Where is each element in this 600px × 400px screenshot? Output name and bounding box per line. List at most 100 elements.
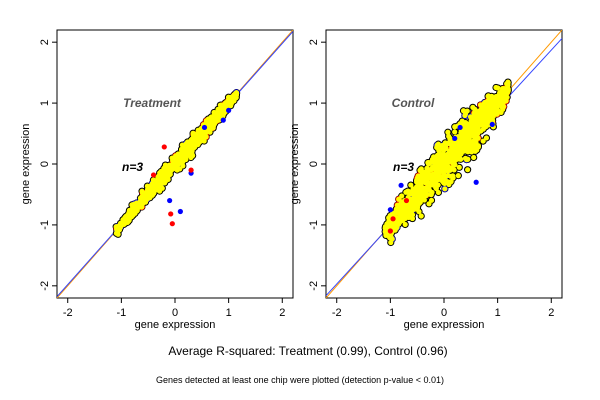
data-point [433, 184, 439, 191]
x-axis-label: gene expression [404, 319, 485, 331]
y-tick-label: -1 [39, 220, 51, 230]
y-tick-label: -1 [308, 220, 320, 230]
y-tick-label: 1 [39, 100, 51, 106]
y-tick-label: 0 [308, 161, 320, 167]
y-axis-label: gene expression [20, 124, 32, 205]
r-squared-caption: Average R-squared: Treatment (0.99), Con… [168, 344, 447, 358]
data-point [468, 141, 474, 147]
data-point [475, 143, 481, 149]
data-point [408, 214, 414, 220]
data-point [231, 92, 237, 98]
data-point [150, 191, 156, 197]
data-point [188, 143, 194, 149]
panel-title: Treatment [123, 96, 182, 110]
data-point [430, 164, 436, 170]
data-point [413, 177, 420, 184]
data-point [447, 153, 454, 159]
data-point [418, 166, 424, 172]
data-point [493, 84, 499, 91]
data-point [440, 168, 446, 174]
data-point [186, 146, 192, 153]
data-point [229, 97, 235, 103]
outlier-point-blue [226, 107, 232, 113]
data-point [146, 194, 153, 200]
outlier-point-red [390, 216, 396, 222]
x-tick-label: 0 [172, 307, 178, 319]
outlier-point-red [188, 167, 194, 173]
x-tick-label: 1 [495, 307, 501, 319]
y-tick-label: 2 [308, 39, 320, 45]
data-point [122, 215, 128, 221]
x-tick-label: -2 [63, 307, 73, 319]
data-point [201, 138, 207, 144]
data-point [174, 167, 180, 173]
x-tick-label: -2 [332, 307, 342, 319]
data-point [162, 174, 168, 180]
data-point [190, 130, 196, 136]
data-point [429, 172, 435, 179]
data-point [435, 162, 441, 168]
data-point [218, 113, 224, 119]
data-point [475, 127, 481, 133]
data-point [447, 135, 453, 141]
data-point [403, 212, 409, 218]
outlier-point-red [403, 197, 410, 204]
data-point [430, 159, 437, 165]
data-point [402, 206, 408, 213]
data-point [493, 111, 499, 117]
data-point [194, 137, 201, 143]
outlier-point-blue [457, 124, 463, 131]
outlier-point-red [168, 211, 174, 217]
outlier-point-blue [167, 197, 173, 204]
outlier-point-red [150, 172, 157, 178]
data-point [225, 98, 231, 104]
data-point [498, 91, 504, 97]
x-tick-label: -1 [385, 307, 395, 319]
data-point [471, 154, 477, 161]
data-point [465, 156, 471, 162]
data-point [483, 135, 490, 141]
outlier-point-red [169, 221, 175, 227]
data-point [151, 186, 158, 192]
y-axis-label: gene expression [289, 124, 301, 205]
data-point [436, 154, 442, 160]
data-point [438, 143, 444, 150]
outlier-point-blue [473, 179, 479, 185]
data-point [471, 119, 477, 125]
data-point [483, 113, 489, 119]
data-point [406, 201, 413, 208]
data-point [419, 174, 426, 180]
data-point [465, 124, 471, 130]
data-point [467, 114, 474, 120]
data-point [455, 173, 461, 179]
data-point [490, 98, 496, 104]
data-point [438, 174, 444, 180]
data-point [407, 191, 413, 197]
x-axis-label: gene expression [135, 319, 216, 331]
data-point [442, 158, 448, 164]
data-point [445, 129, 451, 135]
data-point [460, 108, 467, 114]
outlier-point-blue [201, 124, 208, 131]
data-point [159, 180, 166, 186]
y-tick-label: 0 [39, 161, 51, 167]
data-point [468, 132, 474, 138]
point-cloud [112, 88, 241, 238]
data-point [129, 212, 135, 218]
data-point [442, 186, 448, 192]
outlier-point-red [387, 228, 393, 234]
data-point [480, 138, 486, 144]
y-tick-label: -2 [39, 281, 51, 291]
data-point [399, 199, 405, 205]
data-point [451, 167, 457, 173]
x-tick-label: 2 [279, 307, 285, 319]
sample-size-label: n=3 [393, 160, 414, 174]
data-point [118, 220, 125, 226]
data-point [481, 101, 487, 107]
data-point [178, 150, 185, 157]
data-point [436, 147, 442, 154]
data-point [449, 158, 455, 164]
data-point [140, 197, 146, 203]
data-point [423, 193, 429, 199]
